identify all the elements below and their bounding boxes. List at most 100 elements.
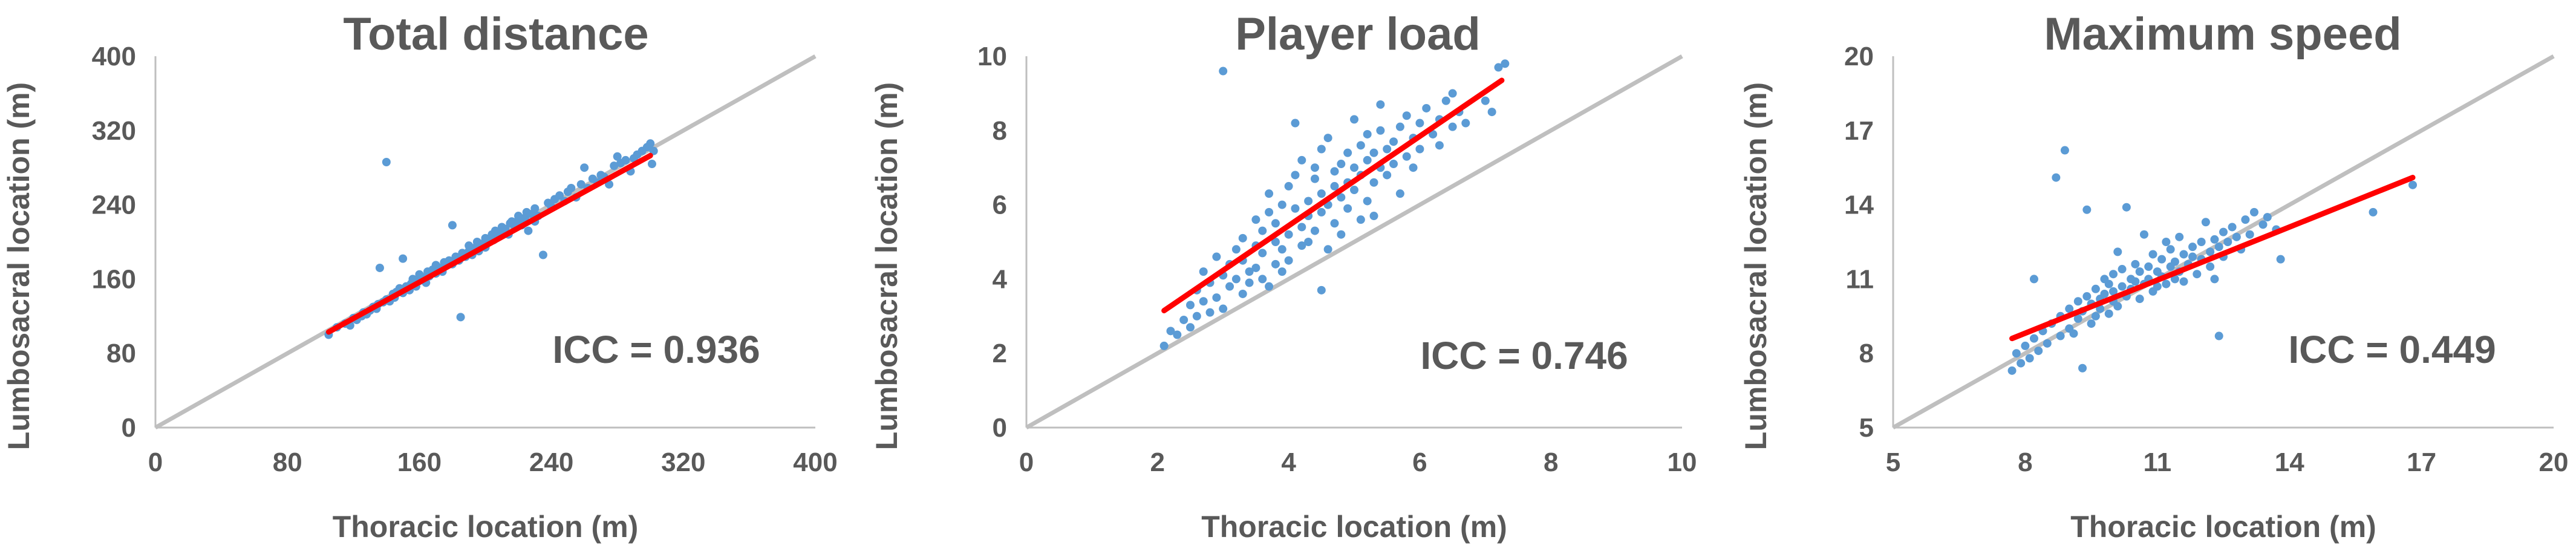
data-point [2214,243,2223,252]
y-tick-label: 320 [92,116,136,146]
data-point [580,163,589,172]
data-point [2131,259,2140,269]
data-point [1199,267,1208,276]
data-point [1271,259,1280,269]
data-point [2210,235,2219,244]
data-point [1343,204,1352,213]
data-point [514,212,523,221]
data-point [1487,108,1496,117]
y-tick-label: 8 [993,116,1007,146]
data-point [1389,137,1398,146]
data-point [2131,277,2140,286]
x-tick-label: 160 [397,448,442,477]
data-point [1291,204,1300,213]
data-point [2052,173,2061,182]
data-point [408,275,417,284]
y-tick-label: 17 [1844,116,1874,146]
y-tick-label: 0 [993,413,1007,443]
data-point [2118,282,2127,291]
data-point [1304,238,1313,246]
data-point [2162,279,2171,288]
x-axis-label: Thoracic location (m) [333,510,639,544]
y-axis-label: Lumbosacral location (m) [2,82,36,450]
data-point [2148,250,2157,259]
data-point [2157,255,2167,264]
data-point [2166,245,2175,254]
x-axis-label: Thoracic location (m) [2070,510,2376,544]
data-point [2188,243,2197,252]
y-axis-label: Lumbosacral location (m) [870,82,904,450]
data-point [1337,160,1346,169]
data-point [1441,96,1450,105]
data-point [1383,171,1392,180]
chart-title: Maximum speed [2044,8,2401,60]
data-point [1277,245,1286,254]
data-point [530,204,540,213]
data-point [1284,181,1293,191]
data-point [1310,226,1319,235]
data-point [1186,323,1195,332]
data-point [1429,129,1438,138]
y-tick-label: 14 [1844,191,1874,220]
data-point [1271,219,1280,228]
data-point [2082,205,2092,214]
data-point [2122,203,2131,212]
data-point [2087,319,2096,328]
y-tick-label: 11 [1845,264,1874,294]
data-point [2073,297,2082,306]
data-point [2170,257,2179,266]
data-point [538,250,547,259]
data-point [2210,275,2219,284]
data-point [2175,232,2184,241]
data-point [1265,207,1274,217]
icc-annotation: ICC = 0.936 [552,328,760,371]
data-point [1409,163,1418,172]
data-point [2091,284,2100,293]
x-tick-label: 320 [661,448,705,477]
y-tick-label: 8 [1859,339,1874,368]
data-point [2056,331,2065,340]
data-point [1219,304,1228,313]
x-tick-label: 6 [1412,448,1427,477]
data-point [1415,119,1424,128]
data-point [1356,141,1365,150]
data-point [2153,282,2162,291]
data-point [2034,347,2043,356]
data-point [1212,293,1221,302]
data-point [2179,277,2188,286]
chart-panel-2: Player load 0 2 4 6 8 10 0 2 4 6 8 10 Thoracic locati… [870,8,1697,544]
data-point [1192,311,1201,321]
x-tick-label: 400 [793,448,837,477]
data-point [1402,152,1411,161]
x-tick-label: 20 [2539,448,2569,477]
data-point [2408,180,2418,189]
data-point [375,263,384,272]
x-tick-label: 2 [1150,448,1165,477]
chart-title: Total distance [343,8,648,60]
x-tick-label: 14 [2275,448,2304,477]
data-point [2100,289,2109,298]
data-point [1245,267,1254,276]
data-point [2043,339,2052,348]
data-point [2206,262,2215,271]
data-point [2245,230,2254,239]
data-point [1291,119,1300,128]
data-point [2170,275,2179,284]
data-point [1245,278,1254,287]
data-point [1435,141,1444,150]
y-tick-label: 20 [1844,42,1874,71]
data-point [2069,329,2078,338]
chart-panel-3: Maximum speed 5 8 11 14 17 20 5 8 11 14 17 20 Thoraci… [1739,8,2568,544]
data-point [1323,134,1332,143]
data-point [567,183,576,192]
data-point [646,139,655,148]
data-point [1350,186,1358,195]
x-tick-label: 5 [1886,448,1900,477]
data-point [1369,212,1378,221]
data-point [2139,230,2148,239]
data-point [1337,193,1346,202]
data-point [1310,163,1319,172]
data-point [1363,155,1372,164]
x-tick-label: 8 [1544,448,1558,477]
data-point [621,155,630,164]
